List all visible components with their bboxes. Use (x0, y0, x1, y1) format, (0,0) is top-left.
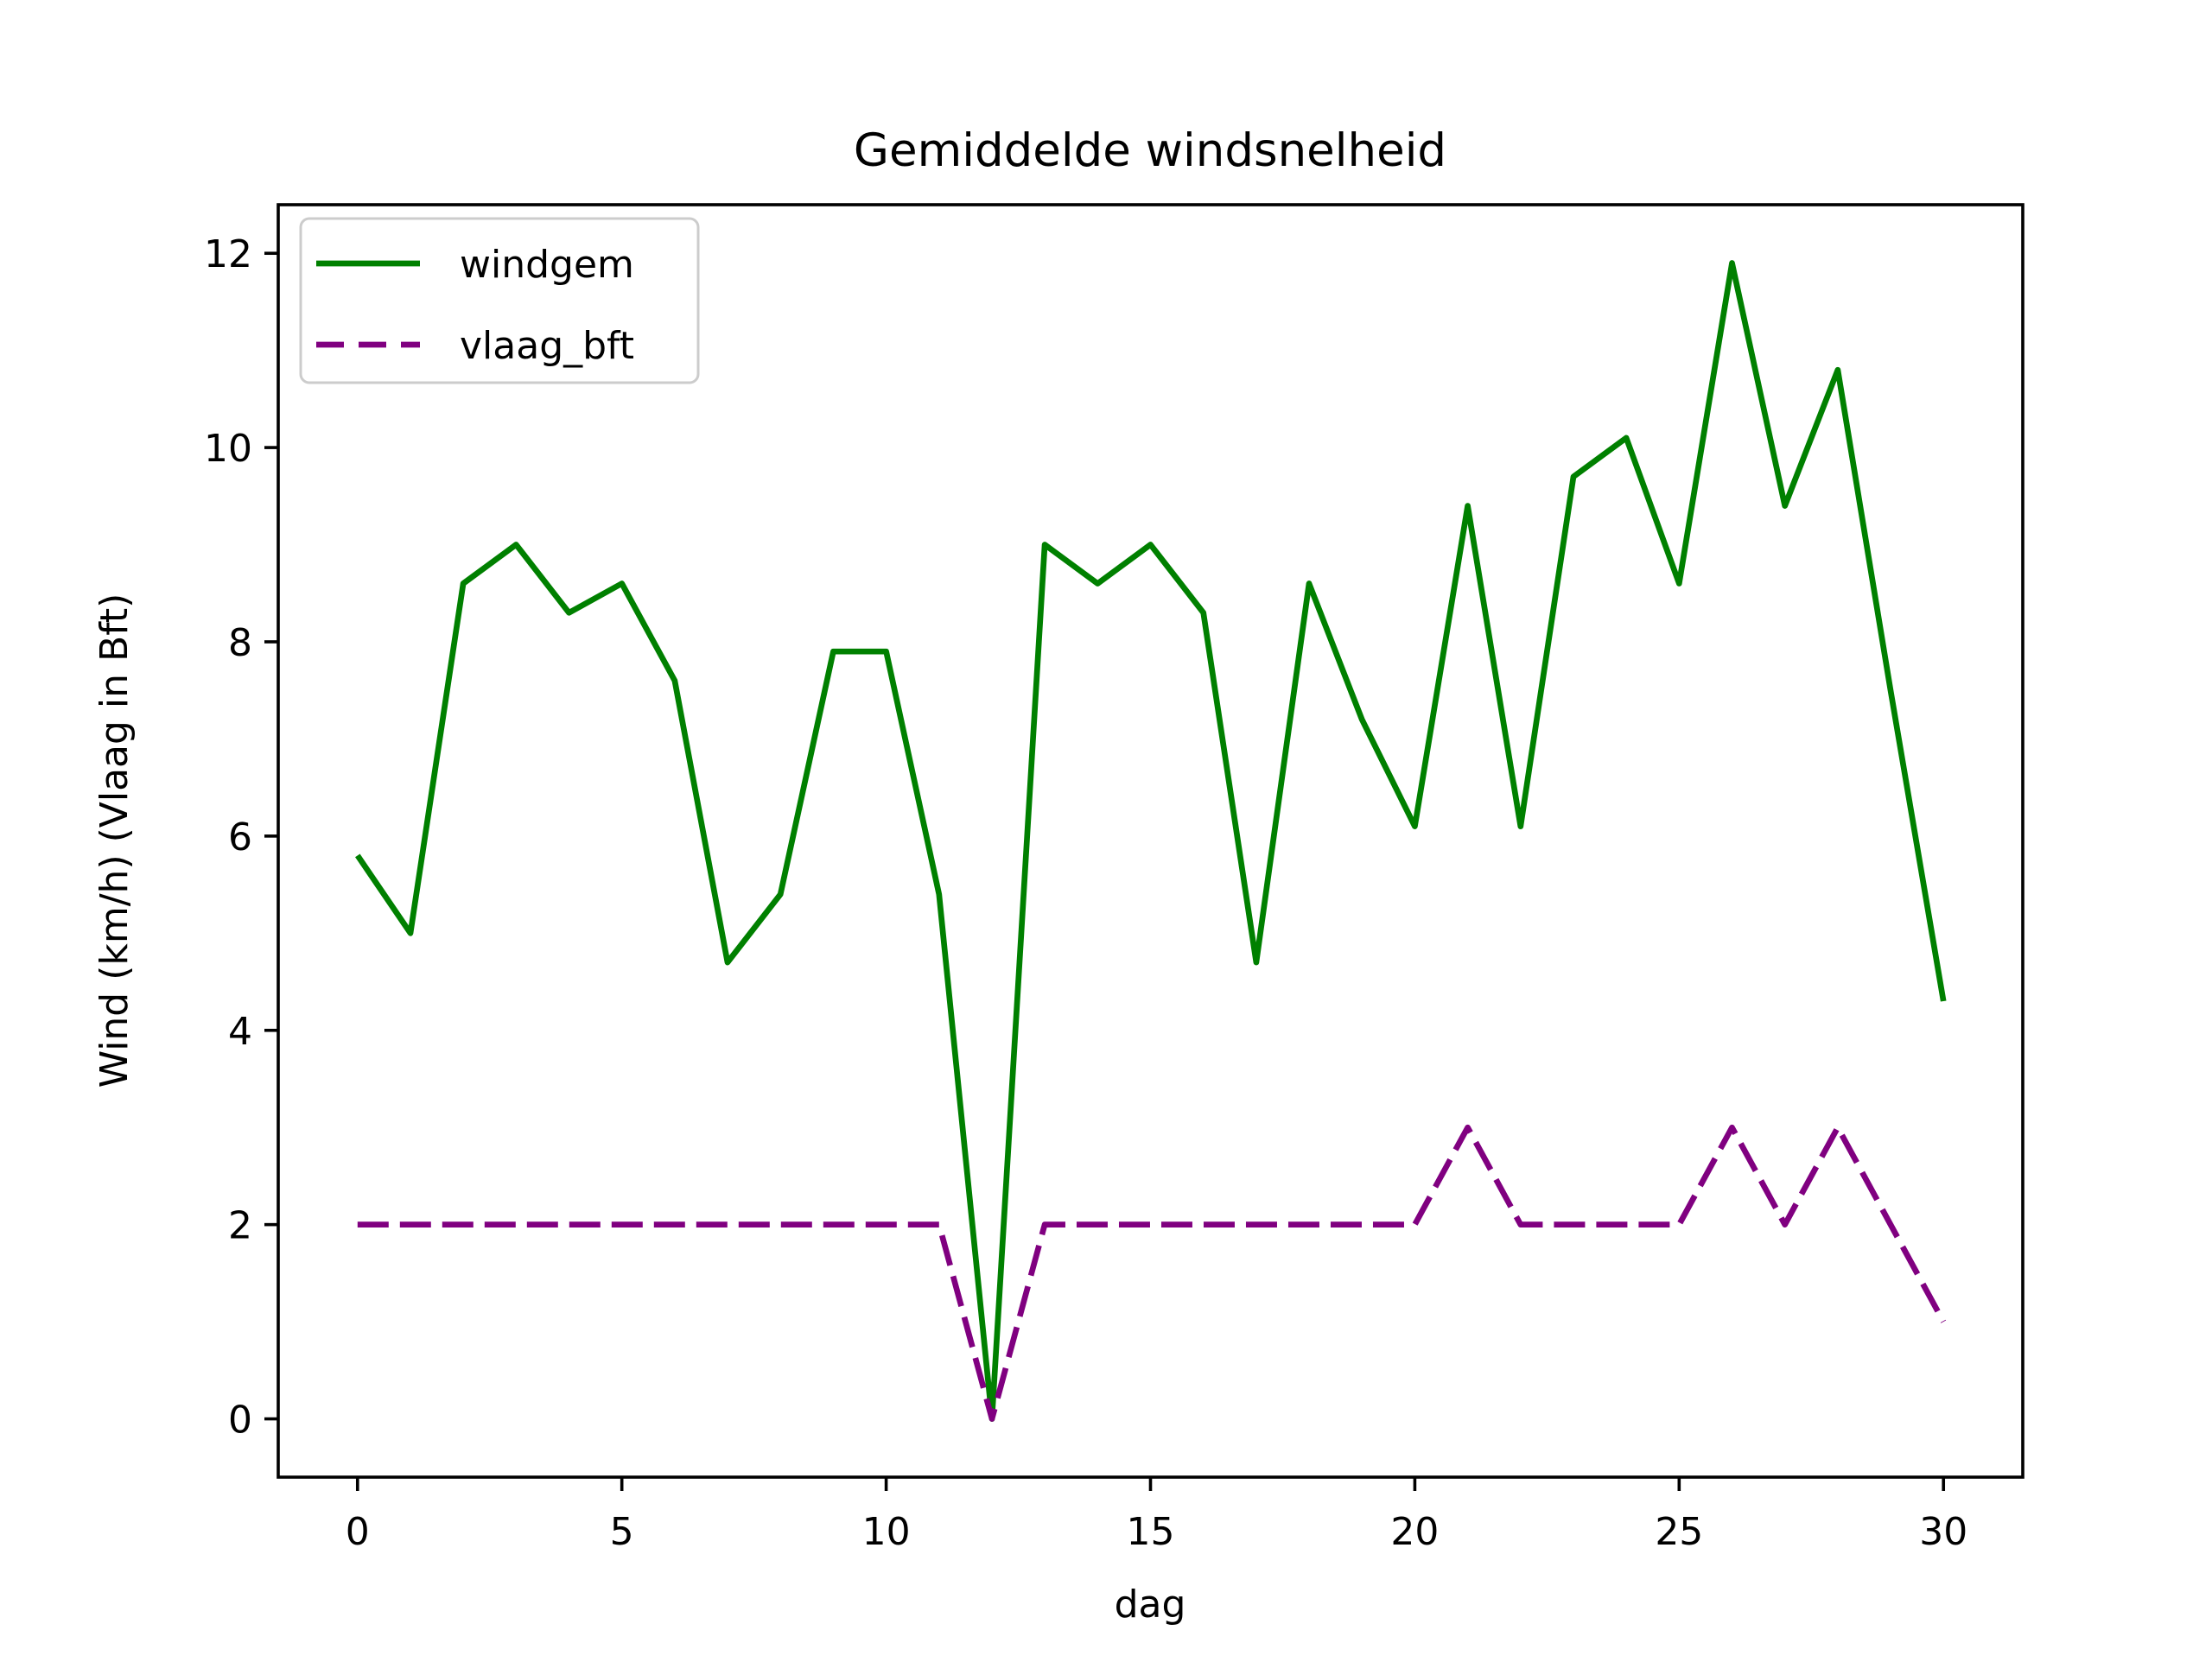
series-line-windgem (355, 260, 1947, 1422)
chart-title: Gemiddelde windsnelheid (854, 124, 1446, 177)
y-tick-label: 10 (204, 427, 252, 471)
y-axis-ticks: 0 2 4 6 8 10 12 (204, 232, 278, 1443)
series-line-vlaag_bft (357, 1124, 1947, 1422)
x-tick-label: 20 (1390, 1510, 1439, 1554)
x-axis-ticks: 0 5 10 15 20 25 30 (346, 1477, 1967, 1554)
data-series (355, 260, 1947, 1422)
y-tick-label: 4 (228, 1010, 252, 1054)
y-tick-label: 2 (228, 1204, 252, 1248)
y-tick-label: 8 (228, 621, 252, 665)
plot-area (276, 203, 2024, 1479)
legend-vlaag-label: vlaag_bft (460, 324, 634, 368)
x-tick-label: 30 (1919, 1510, 1967, 1554)
legend: windgem vlaag_bft (299, 217, 700, 384)
x-axis-label: dag (1115, 1583, 1186, 1627)
y-tick-label: 6 (228, 815, 252, 860)
x-tick-label: 10 (862, 1510, 911, 1554)
x-tick-label: 0 (346, 1510, 370, 1554)
legend-box (299, 217, 700, 384)
legend-windgem-label: windgem (460, 243, 634, 287)
x-tick-label: 25 (1655, 1510, 1703, 1554)
y-tick-label: 0 (228, 1399, 252, 1443)
x-tick-label: 5 (610, 1510, 634, 1554)
y-axis-label: Wind (km/h) (Vlaag in Bft) (92, 593, 137, 1088)
x-tick-label: 15 (1127, 1510, 1175, 1554)
y-tick-label: 12 (204, 232, 252, 276)
